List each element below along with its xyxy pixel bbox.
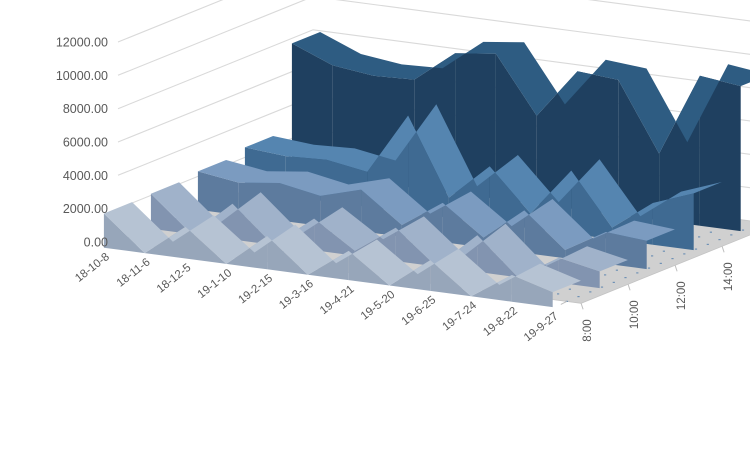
category-label-19-7-24: 19-7-24 [440,299,479,333]
floor-dot [589,291,592,293]
gridline-12000.00 [117,0,750,43]
data-ribbons [103,32,750,308]
floor-dot [600,286,604,288]
depth-tick-12:00 [674,265,678,272]
floor-dot [624,277,627,279]
ribbon-side-face [395,227,437,267]
floor-dot [718,239,721,241]
category-label-18-10-8: 18-10-8 [73,251,112,285]
floor-dot [651,255,654,257]
floor-dot [730,234,733,236]
value-label-12000.00: 12000.00 [56,36,108,50]
ribbon-top-face [244,104,722,228]
floor-dot [709,231,712,233]
floor-dot [557,293,560,295]
floor-dot [698,236,701,238]
category-label-18-11-6: 18-11-6 [115,256,153,289]
floor-dot [741,229,745,231]
ribbon-side-face [314,218,355,256]
depth-label-10:00: 10:00 [629,300,641,329]
ribbon-side-face [618,79,660,221]
depth-tick-10:00 [627,284,631,291]
ribbon-side-face [185,226,227,264]
floor-dot [612,281,615,283]
value-label-4000.00: 4000.00 [63,169,108,183]
ribbon-top-face [150,182,628,278]
value-axis-labels: 0.00 2000.00 4000.00 6000.00 8000.00 10000.00… [56,36,108,250]
value-label-6000.00: 6000.00 [63,136,108,150]
value-label-2000.00: 2000.00 [63,202,108,216]
ribbon-side-face [361,189,402,237]
ribbon-series-8:00 [103,202,581,308]
category-label-19-8-22: 19-8-22 [481,305,520,339]
ribbon-top-face [291,32,750,154]
floor-dot [636,272,639,274]
ribbon-side-face [408,115,449,218]
floor-dot [615,269,618,271]
ribbon-top-face [197,160,675,250]
category-tick-19-9-27 [560,300,568,305]
category-label-19-2-15: 19-2-15 [236,273,275,307]
value-label-0.00: 0.00 [84,236,108,250]
ribbon-side-face [279,183,321,226]
depth-tick-8:00 [580,303,584,310]
depth-label-8:00: 8:00 [582,319,594,341]
ribbon-side-face [699,75,741,232]
floor-dot [604,274,607,276]
ribbon-side-face [232,203,274,245]
floor-dot [568,288,571,290]
category-label-19-4-21: 19-4-21 [318,283,357,317]
depth-tick-14:00 [721,246,725,253]
category-label-19-1-10: 19-1-10 [196,267,235,301]
depth-label-14:00: 14:00 [723,262,735,291]
ribbon-side-face [571,170,613,240]
floor-dot [671,258,674,260]
gridline-10000.00 [117,0,750,76]
value-label-8000.00: 8000.00 [63,102,108,116]
ribbon-side-face [103,213,145,254]
ribbon-side-face [348,250,390,286]
ribbon-side-face [511,275,553,308]
ribbon-side-face [455,53,496,199]
floor-dot [694,248,698,250]
ribbon-side-face [430,260,472,297]
floor-dot [706,243,709,245]
ribbon-side-face [477,235,519,278]
floor-dot [647,267,651,269]
value-label-10000.00: 10000.00 [56,69,108,83]
ribbon-side-face [652,193,694,251]
category-label-19-9-27: 19-9-27 [522,310,561,344]
floor-dot [662,250,665,252]
ribbon-side-face [489,166,531,229]
category-label-18-12-5: 18-12-5 [155,262,194,296]
category-label-19-6-25: 19-6-25 [400,294,439,328]
ribbon-side-face [442,202,484,248]
ribbon-side-face [197,171,239,216]
category-label-19-3-16: 19-3-16 [277,278,316,312]
floor-dot [565,300,568,302]
ribbon-top-face [103,202,581,297]
floor-dot [577,296,580,298]
floor-dot [659,262,662,264]
category-label-19-5-20: 19-5-20 [359,289,398,323]
ribbon-side-face [524,210,566,259]
depth-label-12:00: 12:00 [676,281,688,310]
floor-dot [683,253,686,255]
